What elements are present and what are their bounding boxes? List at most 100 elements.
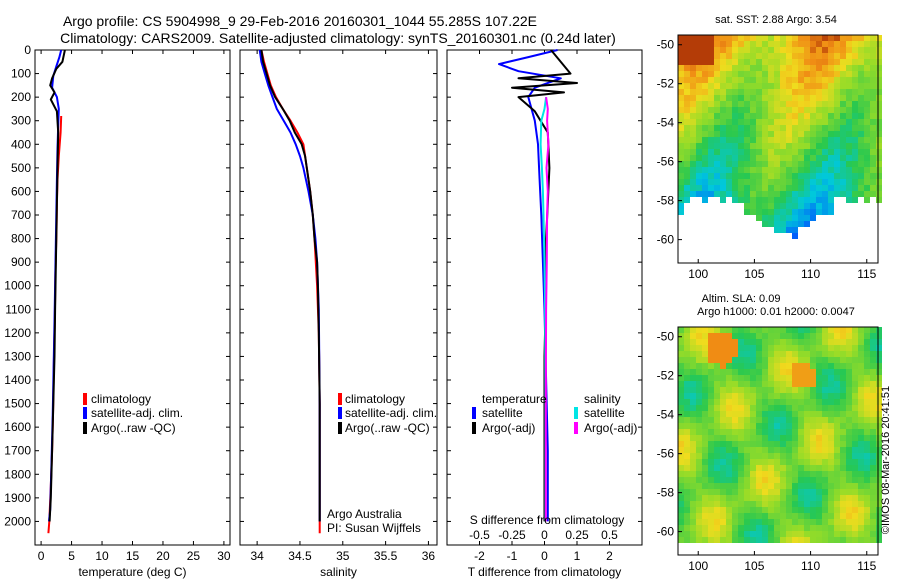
heatmap-cell	[834, 465, 840, 471]
heatmap-cell	[744, 465, 750, 471]
heatmap-cells	[678, 327, 882, 543]
heatmap-cell	[690, 173, 696, 179]
heatmap-cell	[816, 167, 822, 173]
heatmap-cell	[726, 113, 732, 119]
heatmap-cell	[690, 47, 696, 53]
heatmap-cell	[876, 357, 882, 363]
heatmap-cell	[792, 477, 798, 483]
heatmap-cell	[792, 369, 798, 375]
heatmap-cell	[702, 345, 708, 351]
heatmap-cell	[750, 477, 756, 483]
heatmap-cell	[822, 71, 828, 77]
heatmap-cell	[822, 179, 828, 185]
heatmap-cell	[684, 89, 690, 95]
heatmap-cell	[870, 447, 876, 453]
heatmap-cell	[756, 525, 762, 531]
heatmap-cell	[846, 423, 852, 429]
heatmap-cell	[810, 507, 816, 513]
heatmap-cell	[678, 173, 684, 179]
heatmap-cell	[840, 417, 846, 423]
heatmap-cell	[786, 471, 792, 477]
heatmap-cell	[780, 363, 786, 369]
heatmap-cell	[732, 83, 738, 89]
heatmap-cell	[774, 501, 780, 507]
heatmap-cell	[876, 155, 882, 161]
heatmap-cell	[780, 143, 786, 149]
heatmap-cell	[852, 423, 858, 429]
heatmap-cell	[750, 531, 756, 537]
heatmap-cell	[738, 59, 744, 65]
heatmap-cell	[690, 423, 696, 429]
heatmap-cell	[858, 375, 864, 381]
heatmap-cell	[822, 143, 828, 149]
heatmap-cell	[870, 459, 876, 465]
heatmap-cell	[864, 501, 870, 507]
heatmap-cell	[702, 89, 708, 95]
heatmap-cell	[828, 209, 834, 215]
heatmap-cell	[744, 495, 750, 501]
heatmap-cell	[780, 453, 786, 459]
heatmap-cell	[714, 477, 720, 483]
heatmap-cell	[768, 429, 774, 435]
heatmap-cell	[792, 143, 798, 149]
heatmap-cell	[702, 537, 708, 543]
heatmap-cell	[786, 215, 792, 221]
heatmap-cell	[696, 447, 702, 453]
heatmap-cell	[702, 125, 708, 131]
heatmap-cell	[774, 161, 780, 167]
heatmap-cell	[750, 179, 756, 185]
heatmap-cell	[744, 369, 750, 375]
heatmap-cell	[726, 83, 732, 89]
heatmap-cell	[774, 83, 780, 89]
heatmap-cell	[702, 513, 708, 519]
heatmap-cell	[840, 101, 846, 107]
heatmap-cell	[720, 441, 726, 447]
heatmap-cell	[780, 423, 786, 429]
heatmap-cell	[684, 47, 690, 53]
heatmap-cell	[702, 507, 708, 513]
heatmap-cell	[714, 447, 720, 453]
heatmap-cell	[834, 525, 840, 531]
heatmap-cell	[744, 447, 750, 453]
sla-map-title: Altim. SLA: 0.09	[702, 293, 781, 305]
heatmap-cell	[684, 197, 690, 203]
heatmap-cell	[840, 525, 846, 531]
heatmap-cell	[702, 405, 708, 411]
heatmap-cell	[774, 47, 780, 53]
heatmap-cell	[738, 387, 744, 393]
heatmap-cell	[720, 179, 726, 185]
heatmap-cell	[822, 477, 828, 483]
heatmap-cell	[840, 65, 846, 71]
x-tick-label: 30	[217, 549, 231, 563]
heatmap-cell	[696, 459, 702, 465]
heatmap-cell	[684, 489, 690, 495]
heatmap-cell	[828, 149, 834, 155]
heatmap-cell	[708, 89, 714, 95]
heatmap-cell	[840, 83, 846, 89]
heatmap-cell	[768, 119, 774, 125]
heatmap-cell	[780, 531, 786, 537]
heatmap-cell	[720, 405, 726, 411]
heatmap-cell	[798, 495, 804, 501]
heatmap-cell	[774, 53, 780, 59]
heatmap-cell	[714, 333, 720, 339]
heatmap-cell	[864, 537, 870, 543]
heatmap-cell	[858, 501, 864, 507]
heatmap-cell	[714, 411, 720, 417]
heatmap-cell	[714, 351, 720, 357]
heatmap-cell	[750, 173, 756, 179]
heatmap-cell	[786, 185, 792, 191]
heatmap-cell	[852, 375, 858, 381]
heatmap-cell	[816, 435, 822, 441]
heatmap-cell	[870, 423, 876, 429]
heatmap-cell	[726, 525, 732, 531]
heatmap-cell	[798, 483, 804, 489]
heatmap-cell	[816, 197, 822, 203]
heatmap-cell	[786, 41, 792, 47]
heatmap-cell	[708, 501, 714, 507]
heatmap-cell	[828, 95, 834, 101]
heatmap-cell	[732, 179, 738, 185]
heatmap-cell	[714, 417, 720, 423]
heatmap-cell	[768, 95, 774, 101]
heatmap-cell	[726, 65, 732, 71]
